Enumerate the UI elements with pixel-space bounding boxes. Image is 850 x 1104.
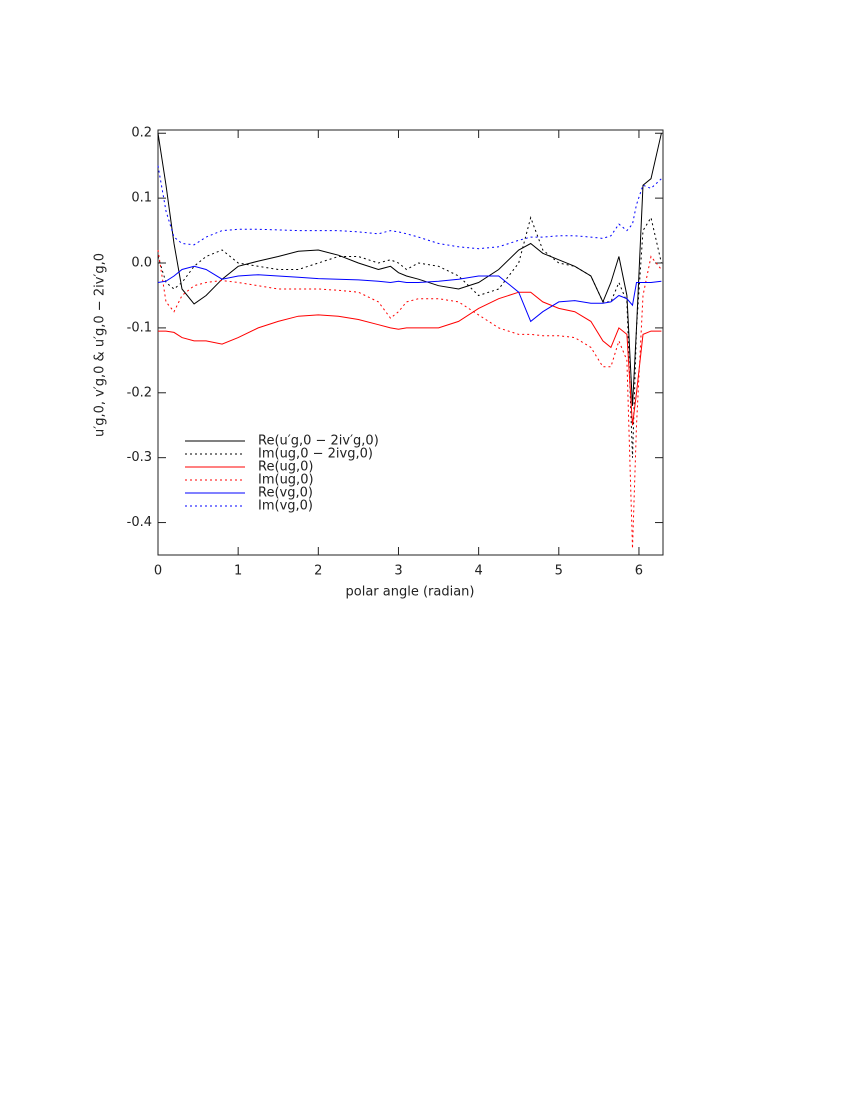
y-tick-label: -0.1: [127, 320, 152, 335]
legend-label: Re(ug,0): [258, 460, 314, 475]
series-line: [157, 165, 662, 250]
y-axis-label: u′g,0, v′g,0 & u′g,0 − 2iv′g,0: [93, 253, 108, 437]
plot-frame: [157, 129, 664, 556]
series-line: [157, 265, 662, 323]
x-tick-label: 3: [394, 564, 402, 579]
legend-label: Im(vg,0): [258, 499, 313, 514]
x-tick-label: 2: [314, 564, 322, 579]
y-tick-label: 0.1: [131, 191, 152, 206]
x-tick-label: 4: [474, 564, 482, 579]
legend-label: Im(ug,0 − 2ivg,0): [258, 447, 373, 462]
series-line: [157, 249, 662, 549]
x-axis-label: polar angle (radian): [346, 585, 475, 600]
y-tick-label: -0.3: [127, 450, 152, 465]
legend-label: Re(u′g,0 − 2iv′g,0): [258, 434, 379, 449]
y-tick-label: 0.2: [131, 126, 152, 141]
y-tick-label: -0.2: [127, 385, 152, 400]
y-tick-label: -0.4: [127, 515, 152, 530]
series-line: [157, 133, 662, 406]
legend-label: Re(vg,0): [258, 486, 313, 501]
x-tick-label: 6: [635, 564, 643, 579]
x-tick-label: 1: [234, 564, 242, 579]
series-line: [157, 215, 662, 458]
y-tick-label: 0.0: [131, 256, 152, 271]
legend-label: Im(ug,0): [258, 473, 314, 488]
x-tick-label: 5: [555, 564, 563, 579]
series-line: [158, 291, 662, 426]
x-tick-label: 0: [154, 564, 162, 579]
